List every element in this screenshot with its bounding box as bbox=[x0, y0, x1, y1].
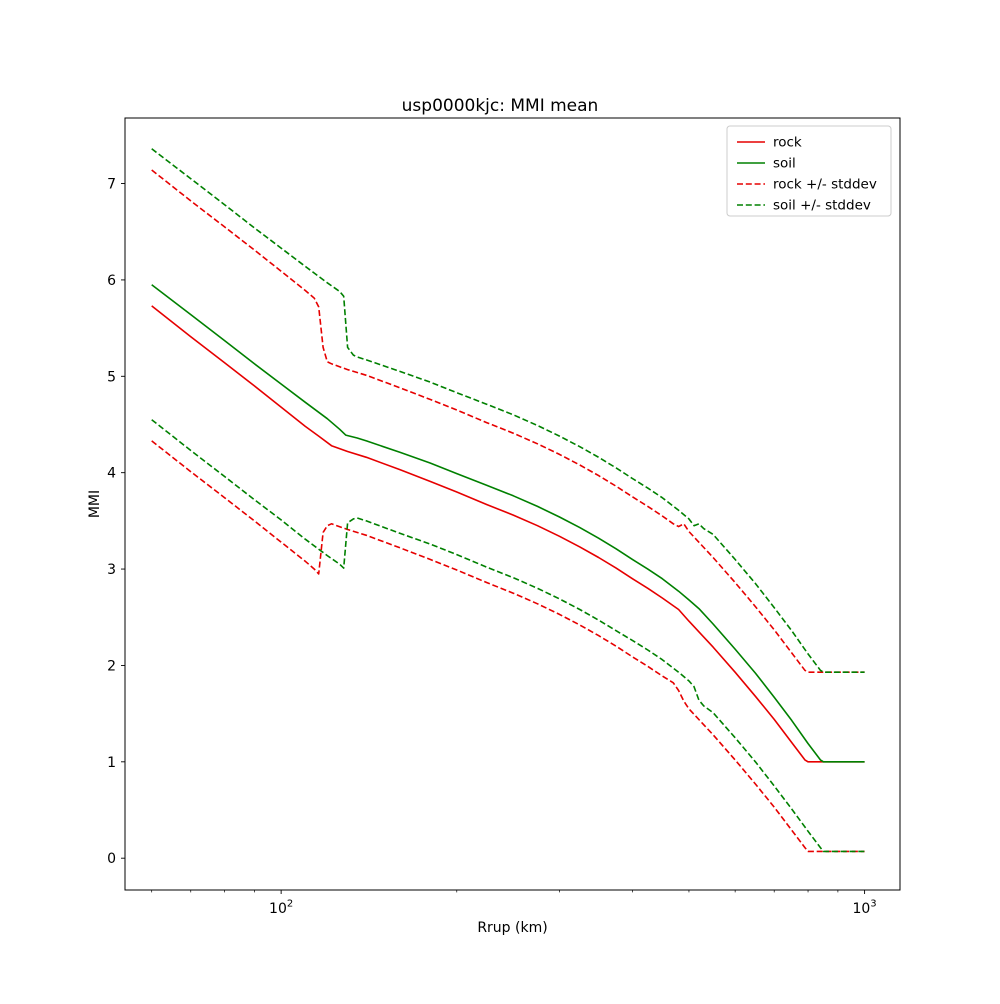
axes-frame bbox=[124, 117, 901, 891]
legend-entry-rock: rock bbox=[773, 135, 802, 151]
y-tick-label: 6 bbox=[107, 273, 116, 289]
series-line-soil bbox=[151, 284, 865, 763]
legend-entry-soil: soil bbox=[773, 156, 796, 172]
chart-title: usp0000kjc: MMI mean bbox=[401, 96, 599, 116]
series-line-rock bbox=[151, 305, 865, 763]
y-tick-label: 4 bbox=[107, 466, 116, 482]
legend: rock soil rock +/- stddev soil +/- stddev bbox=[726, 125, 892, 217]
series-line-soil-stddev bbox=[151, 148, 865, 674]
y-axis-label: MMI bbox=[87, 489, 103, 519]
legend-entry-soil-stddev: soil +/- stddev bbox=[773, 198, 871, 214]
legend-entry-rock-stddev: rock +/- stddev bbox=[773, 177, 877, 193]
y-tick-label: 2 bbox=[107, 658, 116, 674]
y-tick-label: 7 bbox=[107, 177, 116, 193]
y-tick-label: 3 bbox=[107, 562, 116, 578]
series-line-rock-stddev bbox=[151, 169, 865, 674]
x-tick-label: 103 bbox=[852, 899, 876, 918]
x-axis-label: Rrup (km) bbox=[477, 920, 548, 936]
legend-box bbox=[726, 125, 892, 217]
y-tick-label: 5 bbox=[107, 369, 116, 385]
x-tick-label: 102 bbox=[269, 899, 293, 918]
series-line-soil-stddev bbox=[151, 419, 865, 853]
series-line-rock-stddev bbox=[151, 440, 865, 853]
y-tick-label: 1 bbox=[107, 755, 116, 771]
y-tick-label: 0 bbox=[107, 851, 116, 867]
